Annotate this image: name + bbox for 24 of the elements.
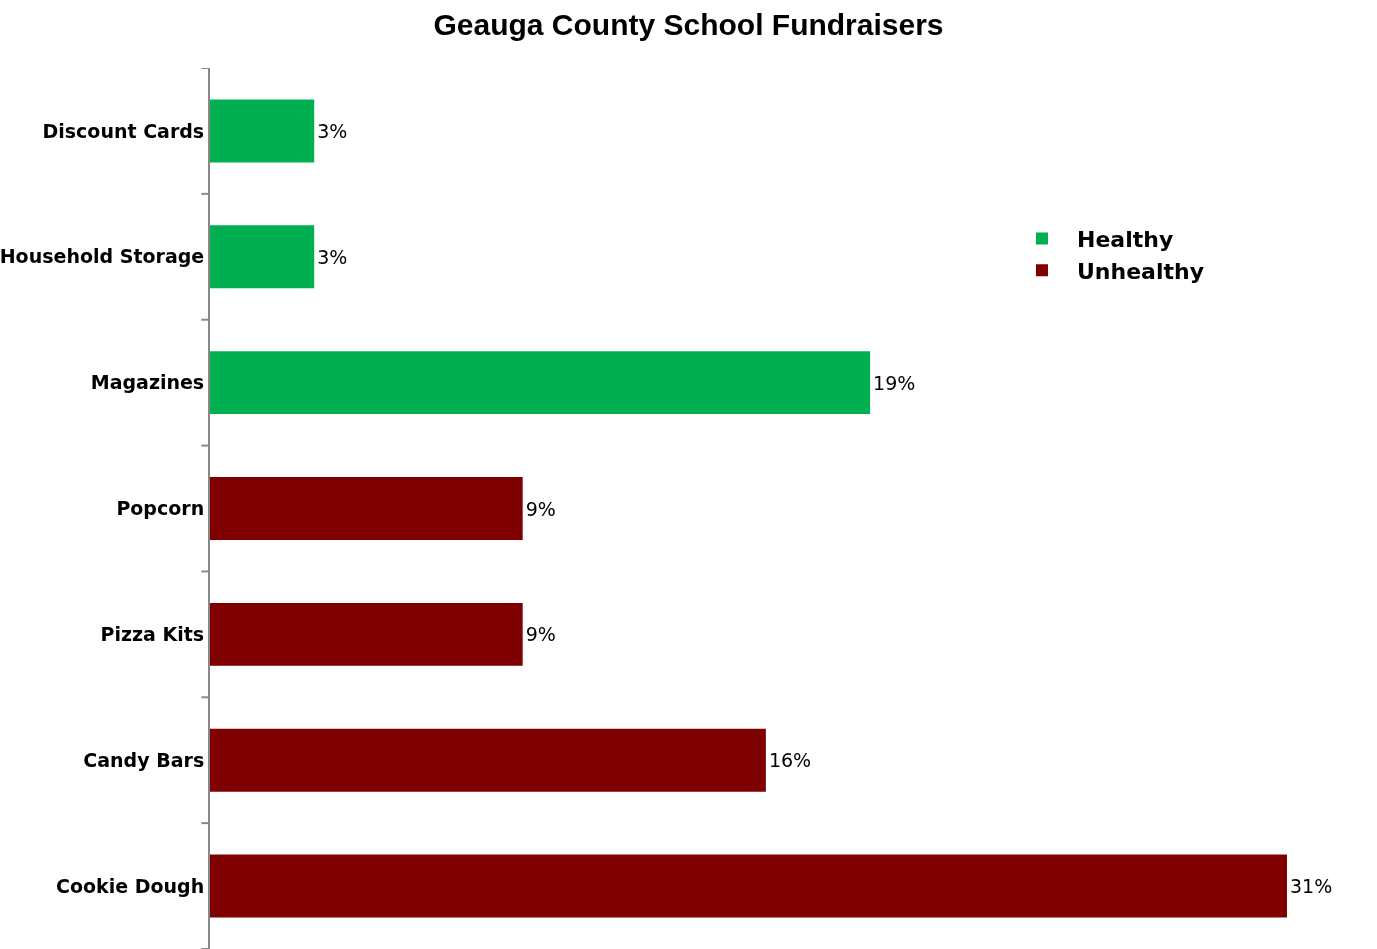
bar bbox=[210, 602, 523, 666]
y-tick-label: Candy Bars bbox=[83, 748, 205, 771]
y-tick-label: Pizza Kits bbox=[100, 623, 205, 646]
data-label: 16% bbox=[768, 749, 812, 772]
data-label: 9% bbox=[525, 623, 556, 646]
data-label: 9% bbox=[525, 497, 556, 520]
bar bbox=[210, 854, 1287, 918]
data-label: 31% bbox=[1290, 875, 1333, 898]
y-tick-label: Cookie Dough bbox=[56, 874, 205, 897]
bar bbox=[210, 477, 523, 540]
y-tick-label: Magazines bbox=[90, 371, 205, 394]
chart-title: Geauga County School Fundraisers bbox=[433, 8, 944, 42]
y-tick-label: Discount Cards bbox=[42, 119, 205, 142]
data-label: 3% bbox=[317, 245, 348, 268]
y-tick-label: Household Storage bbox=[0, 245, 205, 268]
bar bbox=[210, 225, 315, 289]
bar bbox=[210, 351, 871, 415]
data-label: 3% bbox=[317, 119, 348, 142]
bar bbox=[210, 99, 315, 163]
legend-label: Unhealthy bbox=[1076, 258, 1204, 284]
data-label: 19% bbox=[873, 371, 916, 394]
y-tick-label: Popcorn bbox=[116, 497, 205, 520]
legend-label: Healthy bbox=[1076, 227, 1174, 253]
bar bbox=[210, 728, 766, 792]
